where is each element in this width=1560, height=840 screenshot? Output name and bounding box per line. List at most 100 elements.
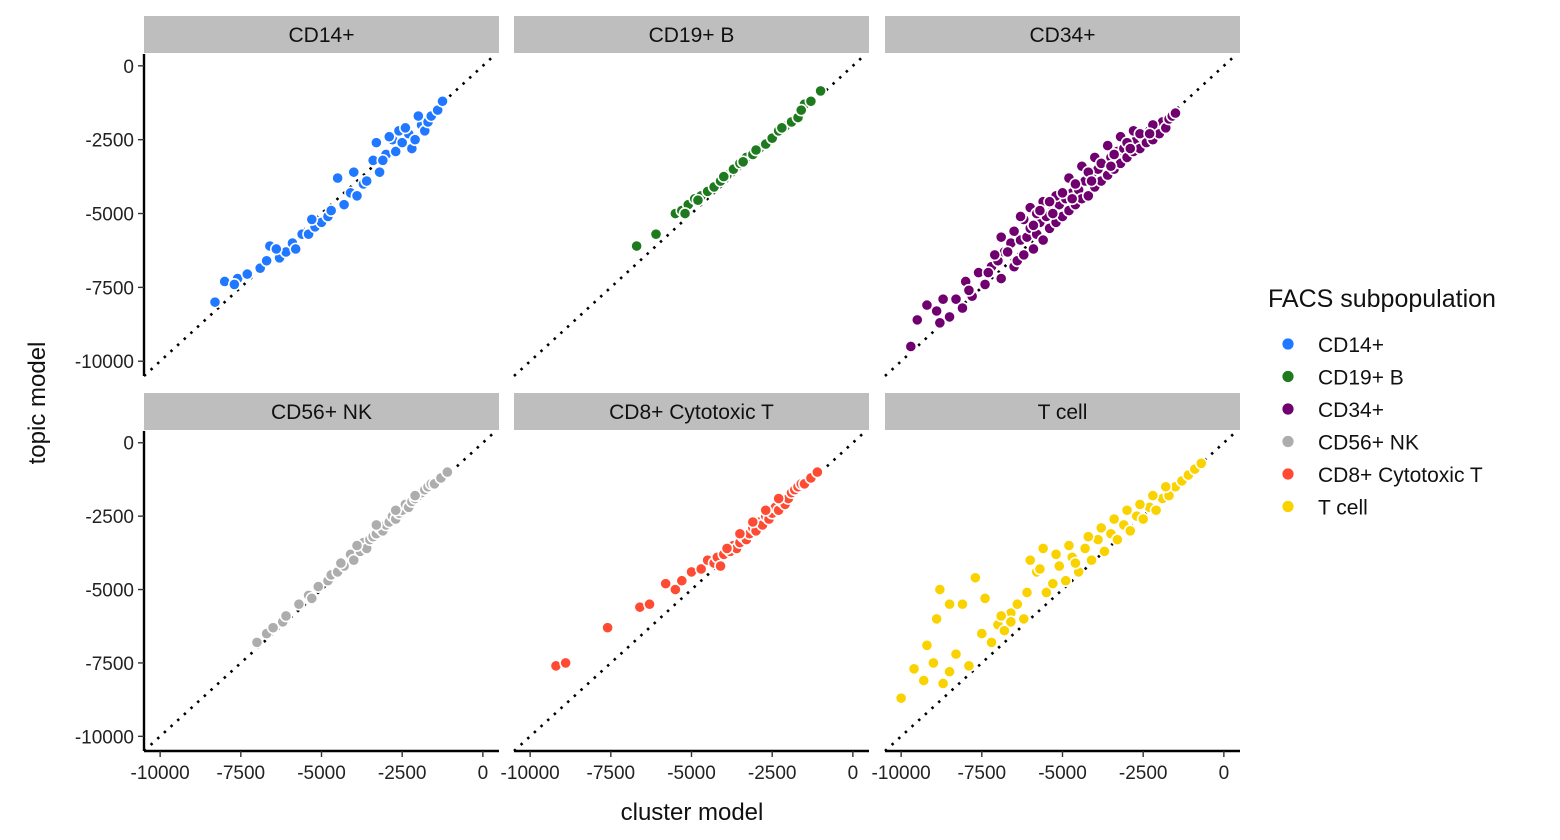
data-point — [227, 278, 241, 291]
y-tick-label: -7500 — [85, 654, 134, 675]
facet-strip-label: CD8+ Cytotoxic T — [609, 401, 774, 424]
data-point — [1123, 524, 1137, 538]
data-point — [1027, 242, 1040, 256]
legend-key — [1282, 338, 1294, 350]
y-tick-label: -10000 — [75, 727, 134, 748]
data-point — [324, 204, 338, 217]
x-tick-label: -10000 — [131, 763, 190, 784]
data-point — [1136, 512, 1150, 526]
data-point — [1027, 218, 1040, 232]
facet-strip — [514, 16, 869, 53]
data-point — [659, 577, 673, 591]
data-point — [389, 145, 403, 158]
data-point — [933, 583, 947, 596]
data-point — [794, 103, 808, 117]
facet-panel: CD56+ NK 0 -2500 -5000 -7500 -10000 -10000 -750… — [75, 393, 499, 784]
data-point — [1085, 553, 1098, 567]
data-point — [1043, 195, 1056, 209]
data-point — [1017, 612, 1031, 626]
data-point — [927, 656, 940, 670]
data-point — [1020, 586, 1034, 599]
data-point — [289, 242, 303, 256]
data-point — [1120, 503, 1134, 517]
data-point — [389, 503, 403, 517]
data-point — [1078, 542, 1092, 555]
data-point — [1098, 544, 1111, 558]
data-point — [1104, 159, 1118, 173]
data-point — [1046, 577, 1060, 591]
data-point — [1033, 562, 1047, 576]
facet-panel: T cell -10000 -7500 -5000 -2500 0 — [872, 393, 1240, 784]
data-point — [269, 242, 283, 256]
data-point — [1059, 574, 1073, 588]
data-point — [962, 283, 976, 297]
legend-items: CD14+ CD19+ B CD34+ CD56+ NK CD8+ Cytotoxic … — [1282, 334, 1483, 520]
y-tick-label: -2500 — [85, 131, 134, 152]
facet-strip — [514, 393, 869, 430]
data-point — [260, 254, 274, 268]
data-point — [1007, 224, 1021, 238]
legend-label: CD34+ — [1318, 399, 1384, 422]
data-point — [978, 591, 992, 605]
data-point — [347, 165, 361, 179]
data-point — [714, 559, 727, 573]
y-axis-title: topic model — [24, 342, 51, 465]
data-point — [1036, 542, 1050, 555]
data-point — [411, 109, 425, 123]
data-point — [369, 518, 383, 532]
x-tick-label: -5000 — [667, 763, 716, 784]
facet-strip-label: CD56+ NK — [271, 401, 372, 424]
x-tick-label: -7500 — [958, 763, 1007, 784]
data-point — [360, 174, 374, 188]
facet-strip-label: T cell — [1038, 401, 1088, 424]
data-point — [1036, 233, 1050, 247]
data-point — [436, 94, 449, 108]
legend-key — [1282, 500, 1294, 513]
data-point — [1052, 559, 1066, 573]
facet-strip — [144, 16, 499, 53]
legend-label: CD8+ Cytotoxic T — [1318, 464, 1483, 487]
data-point — [717, 170, 731, 183]
data-point — [981, 266, 995, 280]
facet-strip — [144, 393, 499, 430]
data-point — [1085, 174, 1098, 188]
data-point — [395, 136, 409, 150]
legend-label: CD14+ — [1318, 334, 1384, 357]
facet-panel: CD19+ B — [513, 16, 869, 377]
data-point — [678, 207, 692, 220]
data-point — [643, 597, 656, 611]
data-point — [933, 316, 947, 330]
x-tick-label: 0 — [478, 763, 489, 784]
data-point — [1194, 456, 1208, 470]
data-point — [1101, 139, 1115, 152]
data-point — [208, 295, 222, 309]
data-point — [1069, 556, 1082, 570]
data-point — [814, 84, 827, 98]
data-point — [930, 304, 944, 318]
data-point — [943, 665, 956, 679]
data-point — [994, 230, 1008, 244]
x-tick-label: -2500 — [1119, 763, 1168, 784]
data-point — [347, 553, 361, 567]
data-point — [804, 94, 818, 108]
data-point — [350, 189, 364, 203]
data-point — [994, 272, 1008, 285]
y-tick-label: 0 — [123, 434, 134, 455]
data-point — [994, 609, 1008, 623]
data-point — [975, 627, 989, 640]
data-point — [1065, 192, 1079, 206]
data-point — [266, 621, 280, 635]
x-tick-label: 0 — [1219, 763, 1230, 784]
y-tick-label: -2500 — [85, 507, 134, 528]
data-point — [1010, 597, 1024, 611]
data-point — [749, 143, 763, 157]
data-point — [759, 503, 773, 517]
data-point — [382, 130, 396, 144]
x-axis-title: cluster model — [621, 799, 764, 826]
data-point — [1046, 207, 1060, 220]
data-point — [968, 571, 982, 585]
data-point — [601, 621, 614, 635]
x-tick-label: -2500 — [748, 763, 797, 784]
data-point — [350, 539, 364, 552]
data-point — [936, 292, 950, 306]
